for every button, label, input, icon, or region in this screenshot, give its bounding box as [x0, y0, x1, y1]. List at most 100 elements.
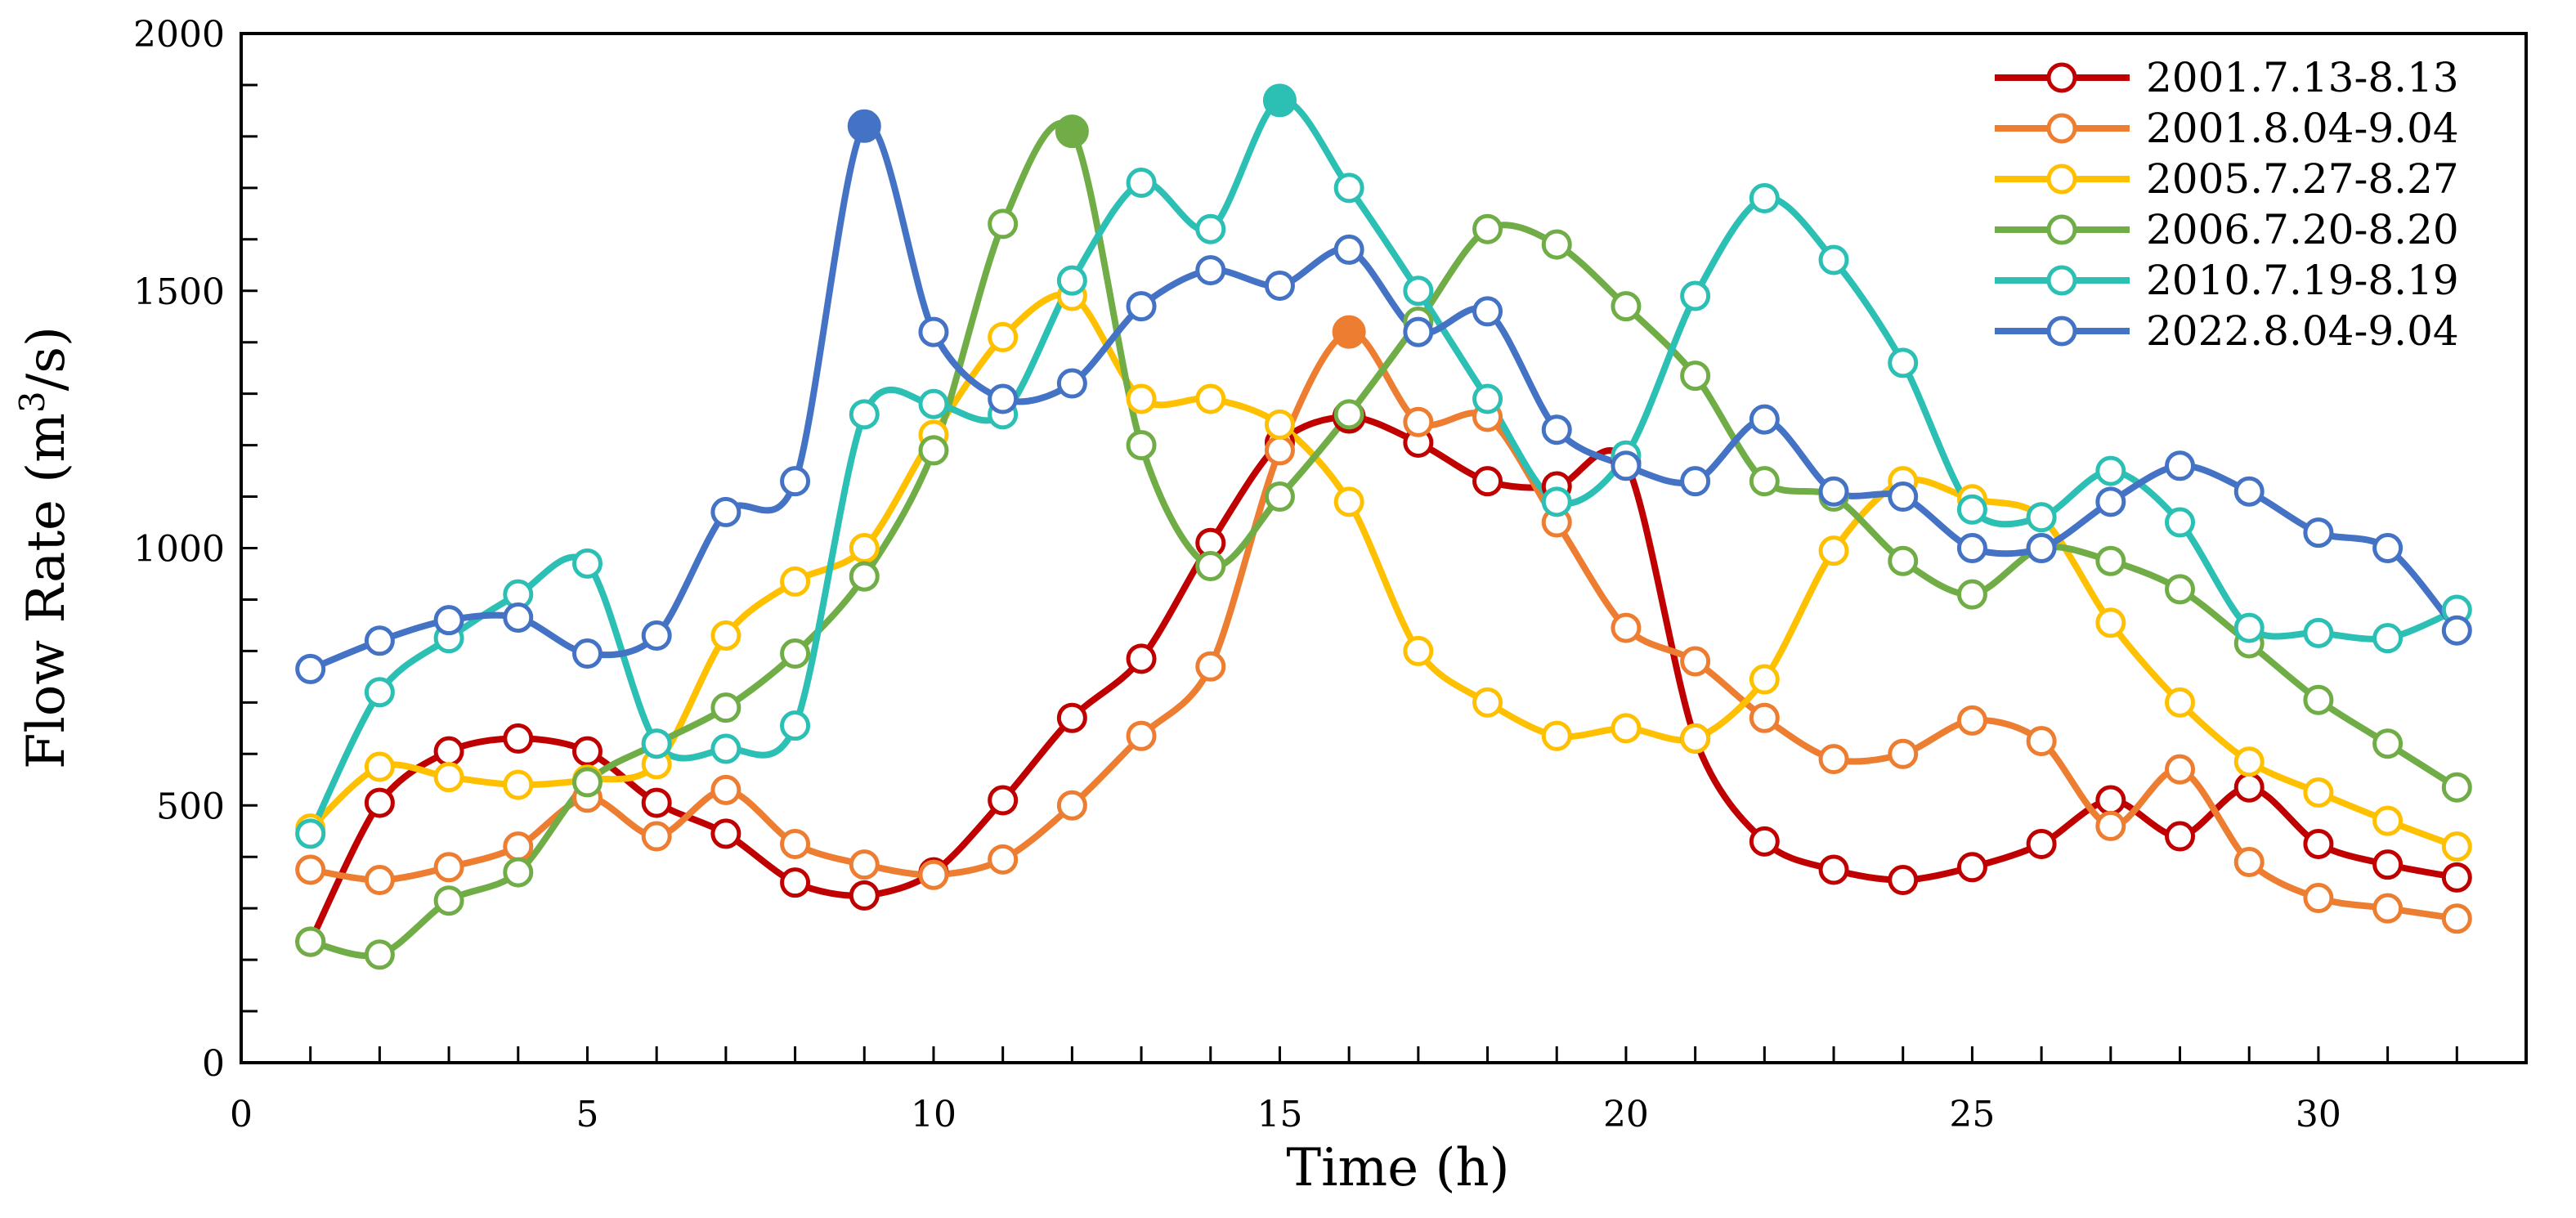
- data-point: [1680, 646, 1711, 677]
- data-point: [1680, 280, 1711, 311]
- data-point: [1680, 723, 1711, 754]
- data-point: [1541, 720, 1572, 751]
- data-point: [1472, 383, 1503, 414]
- y-axis: 0 500 1000 1500 2000: [133, 14, 258, 1085]
- data-point: [1956, 705, 1987, 736]
- series-line-6: [307, 121, 2461, 673]
- data-point: [2372, 893, 2404, 924]
- data-point: [1956, 852, 1987, 883]
- data-point: [1264, 481, 1295, 513]
- series-line-4: [307, 120, 2461, 960]
- data-point: [1403, 316, 1434, 347]
- data-point: [433, 885, 464, 916]
- data-point: [849, 533, 880, 563]
- peak-point: [847, 109, 881, 143]
- data-point: [1333, 172, 1364, 204]
- data-point: [295, 926, 326, 957]
- data-point: [988, 844, 1019, 875]
- data-point: [1195, 551, 1226, 582]
- x-tick-label: 15: [1257, 1094, 1302, 1135]
- data-point: [1056, 790, 1087, 821]
- data-point: [1403, 635, 1434, 666]
- data-point: [1888, 738, 1919, 769]
- data-point: [2372, 728, 2404, 759]
- x-tick-label: 10: [911, 1094, 956, 1135]
- data-point: [1126, 291, 1157, 322]
- data-point: [641, 821, 672, 852]
- data-point: [2372, 849, 2404, 880]
- data-point: [2233, 476, 2265, 507]
- data-point: [1195, 213, 1226, 244]
- legend-label: 2001.7.13-8.13: [2146, 54, 2459, 101]
- data-point: [1126, 430, 1157, 461]
- data-point: [364, 677, 395, 708]
- data-point: [503, 857, 534, 888]
- data-point: [2165, 507, 2196, 538]
- legend-label: 2001.8.04-9.04: [2146, 105, 2459, 152]
- data-point: [849, 399, 880, 430]
- data-point: [2095, 545, 2126, 576]
- data-point: [1888, 481, 1919, 513]
- peak-point: [1262, 83, 1297, 118]
- y-axis-title-unit: /s): [16, 326, 77, 391]
- data-point: [1680, 360, 1711, 392]
- data-point: [2095, 486, 2126, 517]
- data-point: [433, 852, 464, 883]
- data-point: [1056, 702, 1087, 733]
- data-point: [2233, 612, 2265, 643]
- data-point: [1611, 612, 1642, 643]
- series-markers-2: [295, 315, 2472, 934]
- data-point: [364, 939, 395, 970]
- data-point: [1264, 435, 1295, 466]
- data-point: [503, 723, 534, 754]
- data-point: [1264, 270, 1295, 301]
- data-point: [1956, 494, 1987, 525]
- y-axis-title-superscript: 3: [12, 391, 52, 413]
- y-axis-title: Flow Rate (m3/s): [12, 326, 78, 769]
- data-point: [1888, 545, 1919, 576]
- data-point: [1126, 720, 1157, 751]
- data-point: [641, 787, 672, 818]
- data-point: [2233, 846, 2265, 877]
- peak-point: [1055, 114, 1089, 149]
- data-point: [780, 566, 811, 597]
- data-point: [2303, 617, 2334, 648]
- data-point: [503, 831, 534, 862]
- data-point: [295, 653, 326, 684]
- data-point: [1195, 651, 1226, 682]
- data-point: [1611, 291, 1642, 322]
- series-line-3: [307, 291, 2461, 850]
- data-point: [641, 728, 672, 759]
- data-point: [2441, 772, 2472, 803]
- data-point: [364, 751, 395, 782]
- data-point: [1472, 213, 1503, 244]
- data-point: [2026, 726, 2057, 757]
- data-point: [780, 710, 811, 741]
- data-point: [295, 818, 326, 849]
- y-tick-label: 1500: [133, 271, 225, 313]
- data-point: [2303, 777, 2334, 808]
- data-point: [1749, 466, 1780, 497]
- data-point: [2165, 687, 2196, 718]
- data-point: [988, 383, 1019, 414]
- data-point: [1611, 450, 1642, 481]
- data-point: [2026, 828, 2057, 859]
- data-point: [1126, 643, 1157, 674]
- data-point: [1056, 265, 1087, 296]
- data-point: [2095, 785, 2126, 816]
- legend-swatch-marker: [2046, 265, 2077, 296]
- data-point: [1611, 713, 1642, 744]
- data-point: [1472, 466, 1503, 497]
- data-point: [433, 762, 464, 793]
- data-point: [2303, 883, 2334, 914]
- legend-item: 2001.7.13-8.13: [1995, 54, 2459, 101]
- x-tick-label: 25: [1949, 1094, 1995, 1135]
- data-point: [2233, 746, 2265, 777]
- data-point: [1333, 486, 1364, 517]
- data-point: [849, 849, 880, 880]
- legend-swatch-marker: [2046, 316, 2077, 347]
- x-tick-label: 30: [2296, 1094, 2341, 1135]
- data-point: [1403, 275, 1434, 307]
- series-markers-4: [295, 114, 2472, 970]
- data-point: [1333, 234, 1364, 265]
